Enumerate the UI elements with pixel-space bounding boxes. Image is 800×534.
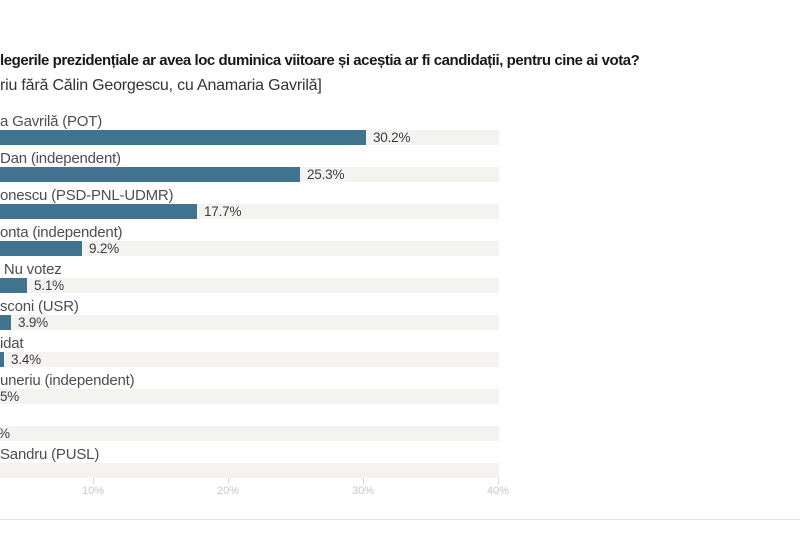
axis-tick-label: 40% (486, 485, 510, 497)
candidate-label: Dan (independent) (0, 150, 121, 167)
axis-tick: 10% (82, 478, 104, 498)
value-label: 3.4% (11, 352, 41, 367)
value-bar (0, 130, 366, 145)
candidate-label: uneriu (independent) (0, 372, 135, 389)
bar-row: a Gavrilă (POT) 30.2% (0, 113, 520, 145)
bar-track: 9.2% (0, 241, 499, 256)
chart-title: legerile prezidențiale ar avea loc dumin… (0, 52, 640, 69)
chart-header: legerile prezidențiale ar avea loc dumin… (0, 50, 780, 96)
value-label: 25.3% (307, 167, 345, 182)
bar-row: uneriu (independent) 5% (0, 372, 520, 404)
value-label: 5% (0, 389, 20, 404)
tick-mark (92, 478, 94, 484)
candidate-label: sconi (USR) (0, 298, 79, 315)
value-bar (0, 167, 300, 182)
tick-mark (497, 478, 499, 484)
candidate-label: onta (independent) (0, 224, 123, 241)
bar-track: 3.9% (0, 315, 499, 330)
tick-mark (362, 478, 364, 484)
axis-tick: 30% (352, 478, 374, 498)
bar-row: Dan (independent) 25.3% (0, 150, 520, 182)
bar-row: idat 3.4% (0, 335, 520, 367)
candidate-label: / Nu votez (0, 261, 62, 278)
bar-track: 17.7% (0, 204, 499, 219)
bar-chart: a Gavrilă (POT) 30.2% Dan (independent) … (0, 113, 520, 483)
candidate-label: idat (0, 335, 24, 352)
candidate-label: Sandru (PUSL) (0, 446, 100, 463)
bar-row: onta (independent) 9.2% (0, 224, 520, 256)
value-label: 3.9% (18, 315, 48, 330)
value-bar (0, 315, 11, 330)
value-label: % (0, 426, 10, 441)
bar-row: % (0, 409, 520, 441)
bar-track: 3.4% (0, 352, 499, 367)
candidate-label: onescu (PSD-PNL-UDMR) (0, 187, 174, 204)
axis-tick-label: 10% (81, 485, 105, 497)
value-bar (0, 241, 82, 256)
bar-row: Sandru (PUSL) (0, 446, 520, 478)
x-axis: 10% 20% 30% 40% (0, 478, 540, 502)
candidate-label: a Gavrilă (POT) (0, 113, 103, 130)
candidate-label (0, 409, 520, 426)
value-label: 9.2% (89, 241, 119, 256)
bar-track: % (0, 426, 499, 441)
bar-track: 5% (0, 389, 499, 404)
bar-track: 30.2% (0, 130, 499, 145)
value-bar (0, 204, 197, 219)
value-label: 17.7% (204, 204, 242, 219)
axis-tick-label: 30% (351, 485, 375, 497)
bar-track: 25.3% (0, 167, 499, 182)
tick-mark (227, 478, 229, 484)
bar-row: sconi (USR) 3.9% (0, 298, 520, 330)
value-bar (0, 352, 4, 367)
bar-row: onescu (PSD-PNL-UDMR) 17.7% (0, 187, 520, 219)
bar-track (0, 463, 499, 478)
axis-tick: 20% (217, 478, 239, 498)
chart-subtitle: riu fără Călin Georgescu, cu Anamaria Ga… (0, 77, 322, 94)
divider-line (0, 519, 800, 520)
value-bar (0, 278, 27, 293)
value-label: 30.2% (373, 130, 411, 145)
axis-tick-label: 20% (216, 485, 240, 497)
bar-row: / Nu votez 5.1% (0, 261, 520, 293)
bar-track: 5.1% (0, 278, 499, 293)
axis-tick: 40% (487, 478, 509, 498)
value-label: 5.1% (34, 278, 64, 293)
